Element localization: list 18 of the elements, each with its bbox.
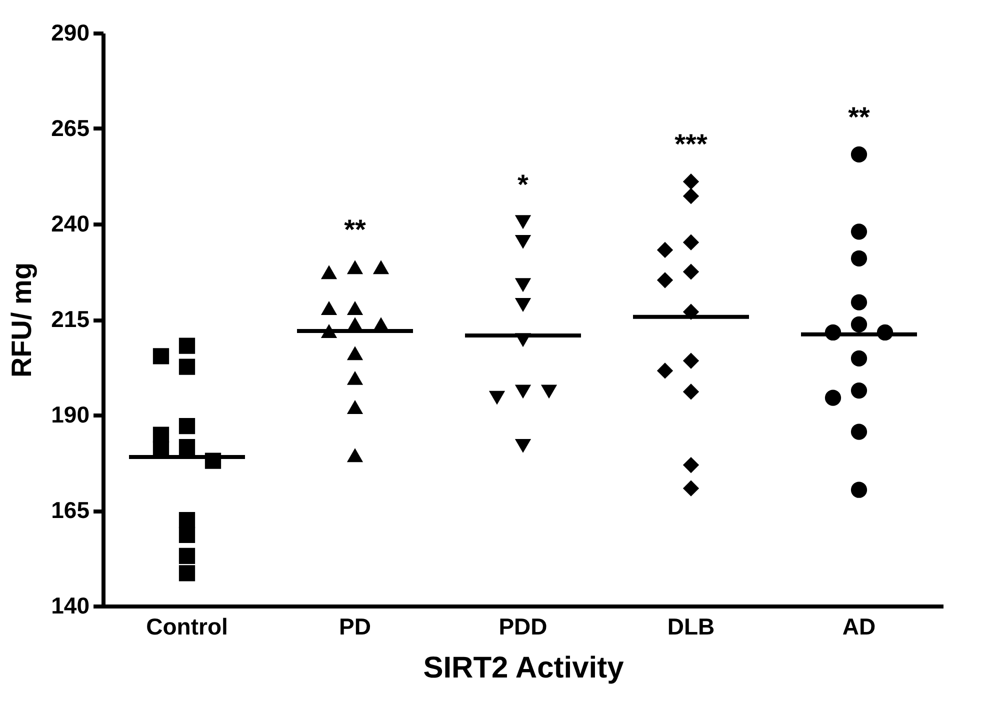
annotation: ** — [848, 101, 870, 132]
x-tick-label: Control — [146, 614, 228, 640]
x-tick-label: PDD — [498, 614, 548, 640]
y-tick-label: 215 — [51, 306, 90, 332]
y-tick-label: 140 — [51, 592, 90, 618]
annotation: ** — [344, 214, 366, 246]
x-tick-label: AD — [842, 614, 876, 640]
x-tick-label: DLB — [667, 614, 715, 640]
y-tick-label: 240 — [51, 210, 90, 236]
y-tick-label: 190 — [51, 402, 90, 428]
x-axis-title: SIRT2 Activity — [423, 652, 624, 684]
annotation: *** — [674, 128, 708, 160]
annotation: * — [518, 169, 529, 200]
y-tick-label: 165 — [51, 497, 90, 523]
x-tick-label: PD — [339, 614, 371, 640]
y-axis-title: RFU/ mg — [6, 262, 38, 378]
y-tick-label: 290 — [51, 20, 90, 46]
y-tick-label: 265 — [51, 115, 90, 141]
